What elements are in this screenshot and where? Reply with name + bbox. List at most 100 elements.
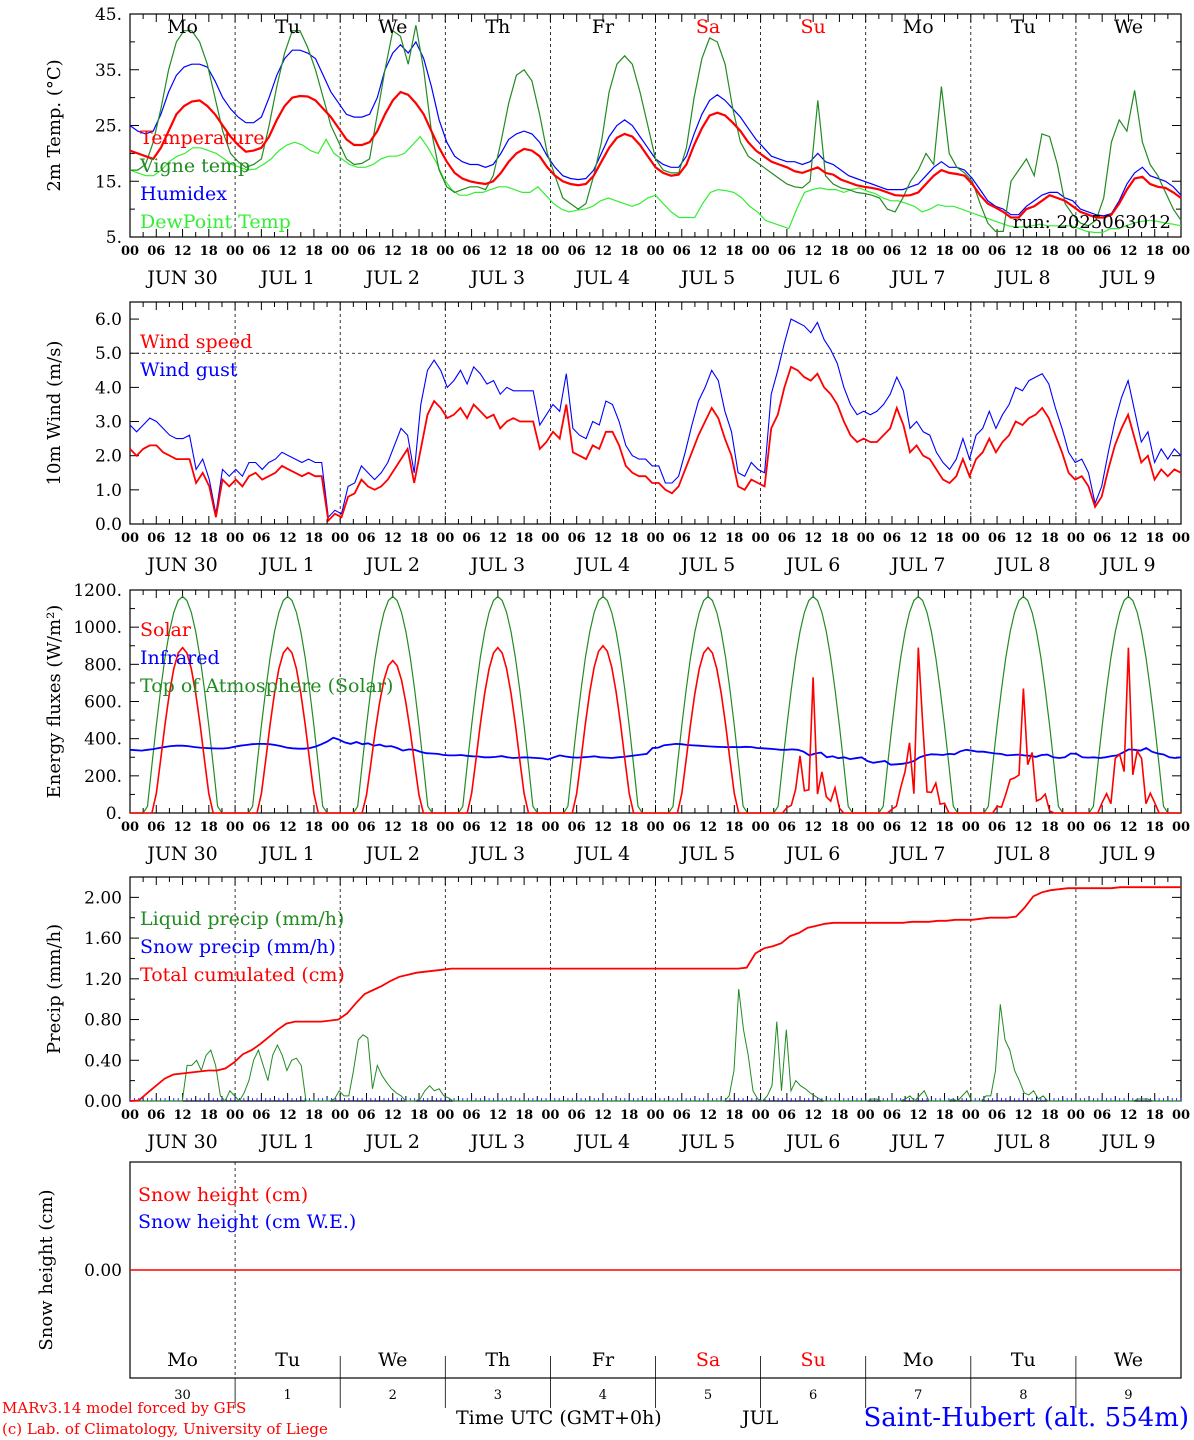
y-tick-label: 3.0	[95, 413, 122, 433]
panel-1: 00 06 12 18 JUN 30 00 06 12 18 JUL 1 00 06 12 18 JUL 2…	[44, 5, 1190, 289]
hour-tick-label: 06	[1093, 531, 1111, 546]
series-line-1	[129, 90, 1182, 219]
date-label: JUL 9	[1099, 267, 1155, 289]
hour-tick-label: 00	[752, 244, 770, 259]
hour-tick-label: 00	[962, 531, 980, 546]
day-number-label: 9	[1124, 1388, 1132, 1403]
hour-tick-label: 18	[305, 1108, 323, 1123]
hour-tick-label: 00	[436, 244, 454, 259]
date-label: JUL 1	[258, 843, 314, 865]
hour-tick-label: 00	[331, 820, 349, 835]
hour-tick-label: 00	[752, 531, 770, 546]
hour-tick-label: 00	[541, 244, 559, 259]
series-group	[129, 318, 1182, 523]
hour-tick-label: 12	[1014, 531, 1032, 546]
hour-tick-label: 06	[1093, 820, 1111, 835]
hour-tick-label: 06	[1093, 1108, 1111, 1123]
day-number-label: 5	[704, 1388, 712, 1403]
hour-tick-label: 00	[331, 1108, 349, 1123]
hour-tick-label: 12	[384, 244, 402, 259]
hour-tick-label: 00	[226, 1108, 244, 1123]
hour-tick-label: 00	[752, 1108, 770, 1123]
weekday-label: Tu	[275, 1349, 300, 1371]
hour-tick-label: 12	[279, 531, 297, 546]
hour-tick-label: 06	[463, 531, 481, 546]
date-label: JUL 3	[469, 843, 525, 865]
model-credit: MARv3.14 model forced by GFS	[2, 1399, 246, 1417]
hour-tick-label: 12	[804, 1108, 822, 1123]
weekday-label: Mo	[903, 16, 934, 38]
hour-tick-label: 18	[305, 244, 323, 259]
hour-tick-label: 18	[935, 820, 953, 835]
y-tick-label: 2.0	[95, 447, 122, 467]
weekday-label: We	[1114, 1349, 1143, 1371]
hour-tick-label: 06	[778, 820, 796, 835]
y-tick-label: 6.0	[95, 310, 122, 330]
date-label: JUL 6	[784, 843, 840, 865]
date-label: JUN 30	[145, 843, 217, 865]
panel-4: 00 06 12 18 JUN 30 00 06 12 18 JUL 1 00 06 12 18 JUL 2…	[44, 876, 1190, 1153]
y-tick-label: 35.	[95, 61, 122, 81]
hour-tick-label: 00	[121, 1108, 139, 1123]
date-label: JUL 7	[889, 843, 945, 865]
hour-tick-label: 06	[568, 244, 586, 259]
weekday-label: Sa	[696, 16, 720, 38]
hour-tick-label: 12	[174, 820, 192, 835]
weekday-label: Fr	[592, 1349, 615, 1371]
hour-tick-label: 00	[1067, 1108, 1085, 1123]
hour-tick-label: 06	[1093, 244, 1111, 259]
y-axis-title: Energy fluxes (W/m²)	[44, 605, 65, 799]
hour-tick-label: 06	[673, 820, 691, 835]
hour-tick-label: 06	[673, 531, 691, 546]
hour-tick-label: 12	[909, 1108, 927, 1123]
hour-tick-label: 12	[1014, 244, 1032, 259]
hour-tick-label: 00	[436, 1108, 454, 1123]
series-line-speed	[129, 365, 1182, 523]
date-label: JUL 5	[679, 267, 735, 289]
hour-tick-label: 12	[699, 244, 717, 259]
weekday-label: Th	[485, 16, 510, 38]
date-label: JUN 30	[145, 554, 217, 576]
legend-entry: Infrared	[140, 647, 220, 669]
weekday-label: Tu	[1011, 16, 1036, 38]
hour-tick-label: 12	[699, 531, 717, 546]
hour-tick-label: 18	[620, 244, 638, 259]
hour-tick-label: 18	[515, 1108, 533, 1123]
hour-tick-label: 18	[620, 820, 638, 835]
date-label: JUL 5	[679, 554, 735, 576]
date-label: JUL 8	[994, 554, 1050, 576]
date-label: JUN 30	[145, 1131, 217, 1153]
hour-tick-label: 06	[883, 820, 901, 835]
hour-tick-label: 12	[909, 531, 927, 546]
y-tick-label: 0.80	[84, 1011, 122, 1031]
y-tick-label: 2.00	[84, 888, 122, 908]
hour-tick-label: 06	[357, 244, 375, 259]
hour-tick-label: 18	[1146, 820, 1164, 835]
hour-tick-label: 12	[1014, 1108, 1032, 1123]
hour-tick-label: 12	[699, 1108, 717, 1123]
y-tick-label: 1200.	[73, 581, 122, 601]
hour-tick-label: 06	[988, 1108, 1006, 1123]
legend-entry: Humidex	[140, 183, 227, 205]
y-tick-label: 5.	[106, 228, 122, 248]
hour-tick-label: 18	[410, 531, 428, 546]
hour-tick-label: 12	[489, 244, 507, 259]
day-number-label: 7	[914, 1388, 922, 1403]
hour-tick-label: 18	[830, 531, 848, 546]
hour-tick-label: 00	[121, 820, 139, 835]
hour-tick-label: 06	[147, 531, 165, 546]
hour-tick-label: 12	[594, 531, 612, 546]
hour-tick-label: 06	[147, 1108, 165, 1123]
hour-tick-label: 06	[988, 820, 1006, 835]
hour-tick-label: 06	[252, 531, 270, 546]
hour-tick-label: 18	[830, 244, 848, 259]
date-label: JUL 7	[889, 554, 945, 576]
date-label: JUL 3	[469, 1131, 525, 1153]
hour-tick-label: 00	[1172, 531, 1190, 546]
y-tick-label: 45.	[95, 5, 122, 25]
panel-2: 00 06 12 18 JUN 30 00 06 12 18 JUL 1 00 06 12 18 JUL 2…	[44, 301, 1190, 576]
month-label: JUL	[740, 1407, 779, 1429]
date-label: JUL 8	[994, 267, 1050, 289]
weekday-label: Mo	[167, 1349, 198, 1371]
hour-tick-label: 06	[463, 820, 481, 835]
